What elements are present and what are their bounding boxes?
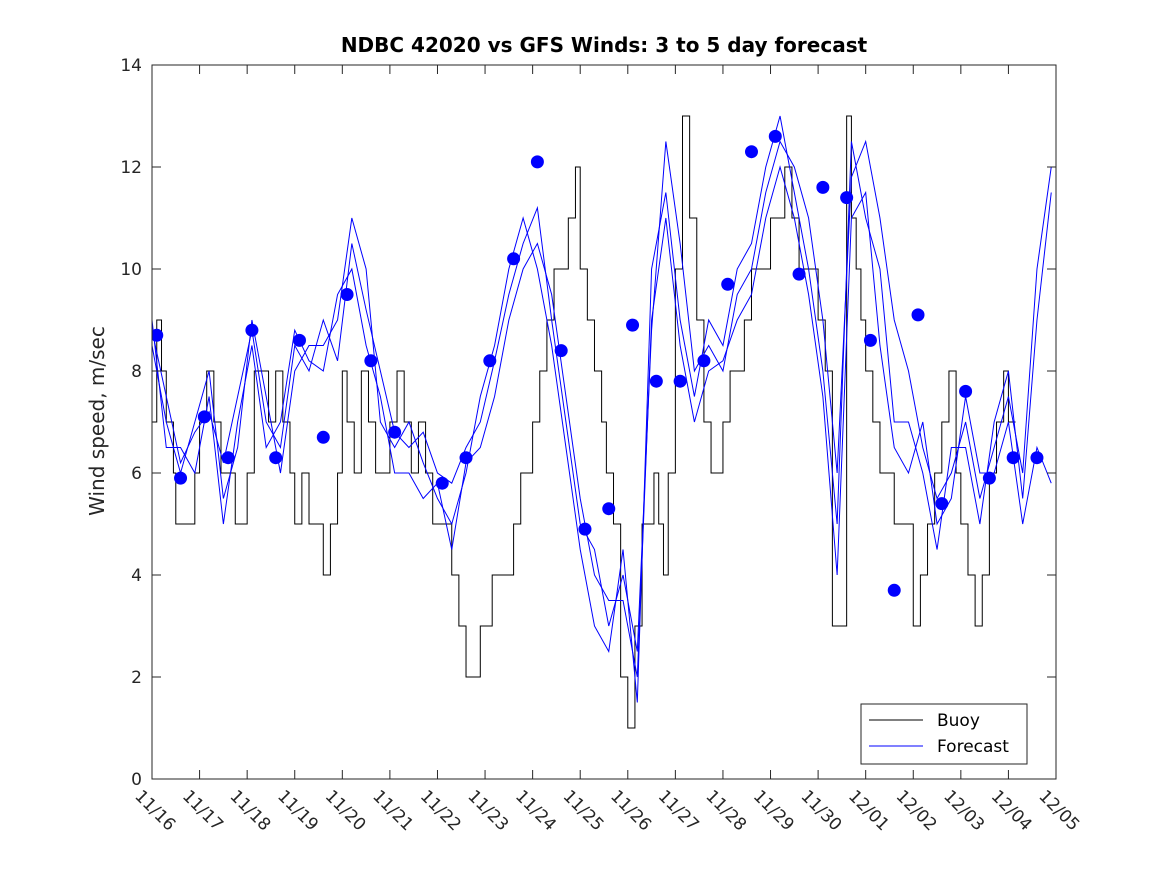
x-tick-label: 12/03 xyxy=(939,786,988,835)
forecast-marker xyxy=(174,471,188,485)
x-tick-label: 11/16 xyxy=(130,786,179,835)
forecast-marker xyxy=(792,267,806,281)
forecast-marker xyxy=(649,374,663,388)
plot-frame xyxy=(151,64,1057,780)
x-tick-label: 11/18 xyxy=(226,786,275,835)
x-tick-label: 11/30 xyxy=(797,786,846,835)
forecast-marker xyxy=(626,318,640,332)
forecast-marker xyxy=(435,476,449,490)
y-tick-label: 2 xyxy=(131,668,142,688)
legend: Buoy Forecast xyxy=(860,703,1028,765)
y-tick-label: 14 xyxy=(120,56,142,76)
forecast-marker xyxy=(269,451,283,465)
forecast-marker xyxy=(816,180,830,194)
x-tick-label: 12/02 xyxy=(892,786,941,835)
forecast-marker xyxy=(388,425,402,439)
forecast-marker xyxy=(887,583,901,597)
x-tick-label: 12/05 xyxy=(1034,786,1083,835)
y-tick-label: 10 xyxy=(120,260,142,280)
legend-box xyxy=(860,703,1028,765)
y-tick-label: 12 xyxy=(120,158,142,178)
x-tick-label: 11/28 xyxy=(701,786,750,835)
forecast-marker xyxy=(768,129,782,143)
forecast-marker xyxy=(221,451,235,465)
x-tick-label: 11/29 xyxy=(749,786,798,835)
x-tick-label: 11/21 xyxy=(368,786,417,835)
forecast-marker xyxy=(673,374,687,388)
forecast-marker xyxy=(959,384,973,398)
forecast-marker xyxy=(554,344,568,358)
forecast-marker xyxy=(840,191,854,205)
x-tick-label: 11/19 xyxy=(273,786,322,835)
forecast-marker xyxy=(911,308,925,322)
x-tick-label: 12/04 xyxy=(987,786,1036,835)
x-tick-label: 11/24 xyxy=(511,786,560,835)
forecast-line-2 xyxy=(152,115,1052,703)
y-tick-label: 6 xyxy=(131,464,142,484)
forecast-marker xyxy=(578,522,592,536)
x-tick-label: 11/20 xyxy=(321,786,370,835)
forecast-marker xyxy=(935,497,949,511)
legend-forecast-label: Forecast xyxy=(937,737,1009,757)
y-tick-label: 8 xyxy=(131,362,142,382)
x-tick-label: 11/27 xyxy=(654,786,703,835)
y-tick-label: 4 xyxy=(131,566,142,586)
forecast-marker xyxy=(721,277,735,291)
forecast-marker xyxy=(744,145,758,159)
forecast-marker xyxy=(152,328,164,342)
forecast-marker xyxy=(459,451,473,465)
forecast-marker xyxy=(245,323,259,337)
forecast-marker xyxy=(483,354,497,368)
x-tick-label: 11/26 xyxy=(606,786,655,835)
forecast-marker xyxy=(982,471,996,485)
forecast-marker xyxy=(507,252,521,266)
forecast-marker xyxy=(530,155,544,169)
forecast-marker xyxy=(1006,451,1020,465)
forecast-marker xyxy=(340,288,354,301)
plot-series-group xyxy=(152,115,1052,729)
x-tick-label: 11/17 xyxy=(178,786,227,835)
x-tick-label: 11/22 xyxy=(416,786,465,835)
forecast-marker xyxy=(863,333,877,347)
x-tick-label: 12/01 xyxy=(844,786,893,835)
y-axis-label: Wind speed, m/sec xyxy=(85,326,109,516)
y-tick-label: 0 xyxy=(131,770,142,790)
x-tick-label: 11/23 xyxy=(464,786,513,835)
forecast-marker xyxy=(197,410,211,424)
forecast-marker xyxy=(292,333,306,347)
chart-title: NDBC 42020 vs GFS Winds: 3 to 5 day fore… xyxy=(341,33,868,57)
forecast-marker xyxy=(364,354,378,368)
buoy-line xyxy=(152,115,1016,729)
legend-buoy-label: Buoy xyxy=(937,711,980,731)
x-tick-label: 11/25 xyxy=(559,786,608,835)
forecast-marker xyxy=(697,354,711,368)
forecast-marker xyxy=(602,502,616,516)
forecast-marker xyxy=(1030,451,1044,465)
forecast-marker xyxy=(316,430,330,444)
plot-area xyxy=(152,115,1052,729)
